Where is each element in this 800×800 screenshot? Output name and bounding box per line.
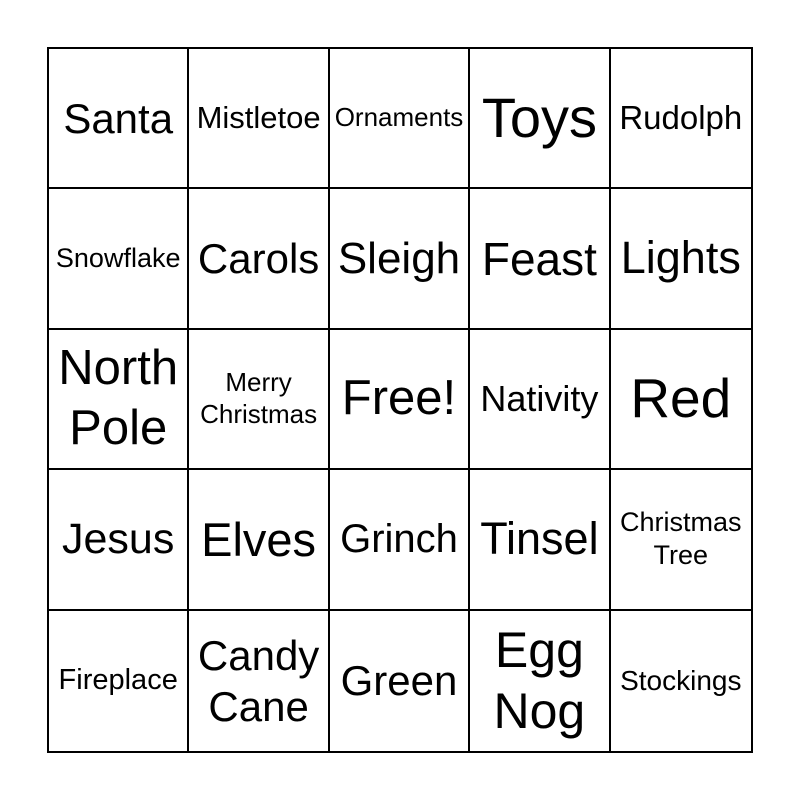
bingo-cell-nativity[interactable]: Nativity bbox=[470, 329, 611, 471]
cell-label: Feast bbox=[481, 232, 597, 285]
cell-label: Lights bbox=[620, 232, 741, 284]
cell-label: Nativity bbox=[480, 378, 599, 420]
bingo-cell-tinsel[interactable]: Tinsel bbox=[470, 470, 611, 611]
bingo-cell-green[interactable]: Green bbox=[330, 610, 471, 751]
bingo-cell-candy-cane[interactable]: Candy Cane bbox=[189, 610, 330, 751]
bingo-cell-lights[interactable]: Lights bbox=[610, 189, 751, 330]
bingo-cell-elves[interactable]: Elves bbox=[189, 470, 330, 611]
bingo-cell-rudolph[interactable]: Rudolph bbox=[610, 49, 751, 190]
bingo-cell-ornaments[interactable]: Ornaments bbox=[329, 49, 471, 190]
bingo-cell-santa[interactable]: Santa bbox=[49, 49, 190, 190]
bingo-cell-mistletoe[interactable]: Mistletoe bbox=[189, 49, 330, 190]
cell-label: Green bbox=[340, 657, 458, 705]
bingo-cell-stockings[interactable]: Stockings bbox=[611, 611, 751, 751]
cell-label: Candy Cane bbox=[197, 631, 320, 730]
cell-label: Jesus bbox=[62, 515, 175, 564]
bingo-cell-sleigh[interactable]: Sleigh bbox=[329, 189, 471, 330]
cell-label: Elves bbox=[201, 512, 317, 566]
bingo-cell-carols[interactable]: Carols bbox=[189, 189, 330, 330]
cell-label: Rudolph bbox=[619, 99, 743, 137]
cell-label: Sleigh bbox=[337, 233, 461, 283]
bingo-card: Santa Mistletoe Ornaments Toys Rudolph S… bbox=[47, 47, 753, 753]
cell-label: Ornaments bbox=[334, 102, 464, 133]
bingo-cell-feast[interactable]: Feast bbox=[470, 189, 611, 330]
cell-label: Toys bbox=[481, 86, 597, 150]
cell-label: Carols bbox=[197, 234, 320, 282]
cell-label: Snowflake bbox=[55, 243, 181, 274]
bingo-cell-red[interactable]: Red bbox=[610, 330, 751, 471]
cell-label: Free! bbox=[341, 371, 457, 426]
cell-label: Egg Nog bbox=[493, 621, 586, 739]
cell-label: Fireplace bbox=[58, 664, 178, 697]
cell-label: Stockings bbox=[620, 664, 742, 696]
cell-label: Grinch bbox=[340, 516, 458, 561]
cell-label: Santa bbox=[63, 94, 174, 142]
bingo-cell-fireplace[interactable]: Fireplace bbox=[49, 610, 190, 751]
bingo-cell-snowflake[interactable]: Snowflake bbox=[49, 189, 190, 330]
cell-label: North Pole bbox=[58, 341, 179, 455]
bingo-cell-egg-nog[interactable]: Egg Nog bbox=[470, 610, 611, 751]
bingo-cell-free[interactable]: Free! bbox=[329, 329, 471, 471]
cell-label: Mistletoe bbox=[196, 100, 321, 136]
bingo-cell-christmas-tree[interactable]: Christmas Tree bbox=[610, 470, 751, 611]
cell-label: Tinsel bbox=[480, 512, 599, 564]
cell-label: Red bbox=[630, 367, 732, 430]
bingo-cell-grinch[interactable]: Grinch bbox=[329, 470, 471, 611]
cell-label: Christmas Tree bbox=[620, 507, 742, 571]
bingo-cell-merry-christmas[interactable]: Merry Christmas bbox=[189, 329, 330, 471]
cell-label: Merry Christmas bbox=[200, 367, 318, 429]
bingo-cell-toys[interactable]: Toys bbox=[470, 49, 611, 190]
bingo-cell-jesus[interactable]: Jesus bbox=[49, 470, 190, 611]
bingo-cell-north-pole[interactable]: North Pole bbox=[49, 329, 190, 471]
